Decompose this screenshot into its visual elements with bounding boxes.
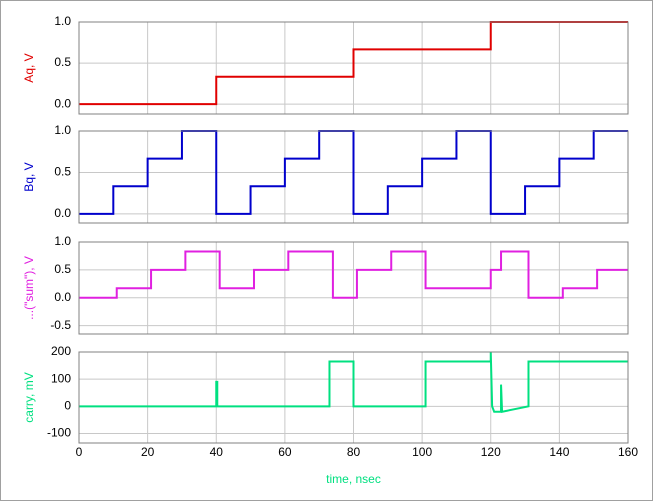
x-tick-label: 160 xyxy=(618,445,638,459)
y-tick-label: 1.0 xyxy=(54,14,71,28)
y-tick-label: 0.5 xyxy=(54,262,71,276)
plot-frame xyxy=(78,21,629,115)
x-tick-label: 140 xyxy=(549,445,569,459)
x-tick-label: 80 xyxy=(347,445,361,459)
plot-frame xyxy=(78,351,629,444)
x-tick-label: 40 xyxy=(210,445,224,459)
y-tick-label: 1.0 xyxy=(54,123,71,137)
x-tick-label: 120 xyxy=(481,445,501,459)
x-tick-label: 60 xyxy=(278,445,292,459)
x-tick-label: 0 xyxy=(76,445,83,459)
y-tick-label: 0.5 xyxy=(54,55,71,69)
x-axis-label: time, nsec xyxy=(326,472,381,486)
waveform xyxy=(79,250,628,299)
y-axis-label: ...("sum"), V xyxy=(22,256,36,320)
y-tick-label: 0.0 xyxy=(54,290,71,304)
x-tick-label: 100 xyxy=(412,445,432,459)
y-tick-label: 200 xyxy=(51,344,71,358)
y-tick-label: 0 xyxy=(64,399,71,413)
y-tick-label: -0.5 xyxy=(50,318,71,332)
plot-frame xyxy=(78,130,629,224)
y-tick-label: 0.5 xyxy=(54,165,71,179)
y-axis-label: Aq, V xyxy=(22,53,36,82)
waveform xyxy=(79,21,628,106)
waveform xyxy=(79,130,628,215)
y-tick-label: 100 xyxy=(51,371,71,385)
waveform xyxy=(79,351,628,413)
y-tick-label: 0.0 xyxy=(54,96,71,110)
x-tick-label: 20 xyxy=(141,445,155,459)
y-tick-label: 1.0 xyxy=(54,234,71,248)
y-axis-label: carry, mV xyxy=(22,372,36,422)
y-tick-label: -100 xyxy=(47,426,71,440)
y-tick-label: 0.0 xyxy=(54,206,71,220)
plot-frame xyxy=(78,241,629,335)
y-axis-label: Bq, V xyxy=(22,162,36,191)
